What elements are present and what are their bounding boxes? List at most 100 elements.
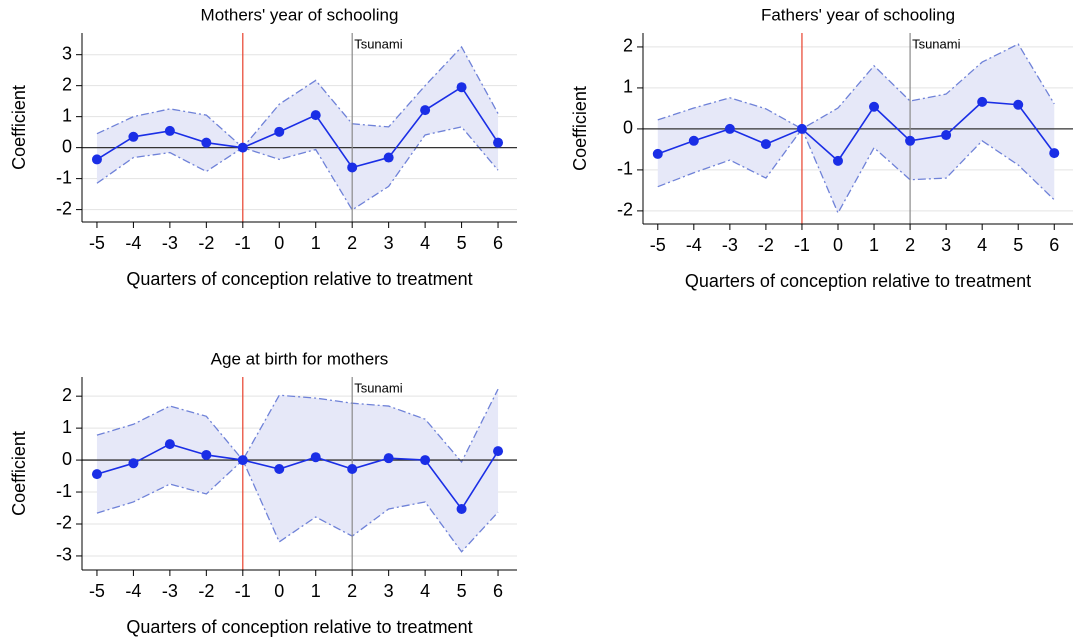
y-tick-label: -2 xyxy=(56,198,72,218)
x-tick-label: 4 xyxy=(420,233,430,253)
x-tick-label: -3 xyxy=(722,235,738,255)
point xyxy=(274,126,285,137)
point xyxy=(1049,148,1060,159)
x-tick-label: 5 xyxy=(1013,235,1023,255)
coefficient-line xyxy=(96,86,499,169)
x-axis-label: Quarters of conception relative to treat… xyxy=(126,617,472,637)
x-tick-label: 5 xyxy=(457,233,467,253)
point xyxy=(760,139,771,150)
x-tick-label: 6 xyxy=(493,581,503,601)
panel: Mothers' year of schooling Quarters of co… xyxy=(9,5,517,289)
x-tick-label: -1 xyxy=(235,581,251,601)
point xyxy=(128,131,139,142)
ci-upper xyxy=(657,43,1055,130)
x-tick-label: -5 xyxy=(650,235,666,255)
x-axis-label: Quarters of conception relative to treat… xyxy=(685,271,1031,291)
y-tick-label: 1 xyxy=(623,77,633,97)
y-tick-label: -1 xyxy=(56,481,72,501)
point xyxy=(237,142,248,153)
panel-title: Mothers' year of schooling xyxy=(201,5,399,24)
point xyxy=(201,449,212,460)
point xyxy=(724,123,735,134)
y-tick-label: 2 xyxy=(62,385,72,405)
point xyxy=(652,148,663,159)
ci-upper xyxy=(96,388,499,464)
y-axis-label: Coefficient xyxy=(9,431,29,516)
coefficient-line xyxy=(657,101,1055,163)
y-axis-label: Coefficient xyxy=(570,86,590,171)
y-tick-label: -1 xyxy=(56,167,72,187)
ci-lower xyxy=(96,126,499,211)
x-tick-label: -2 xyxy=(758,235,774,255)
x-tick-label: 3 xyxy=(384,233,394,253)
annotation: Tsunami xyxy=(912,36,961,51)
panel: Fathers' year of schooling Quarters of co… xyxy=(570,5,1073,291)
point xyxy=(164,439,175,450)
point xyxy=(420,455,431,466)
point xyxy=(383,453,394,464)
panel-title: Age at birth for mothers xyxy=(211,349,389,368)
y-tick-label: 0 xyxy=(62,449,72,469)
x-tick-label: -2 xyxy=(198,233,214,253)
x-tick-label: 3 xyxy=(941,235,951,255)
x-tick-label: -4 xyxy=(686,235,702,255)
x-tick-label: 1 xyxy=(869,235,879,255)
x-axis-label: Quarters of conception relative to treat… xyxy=(126,269,472,289)
x-tick-label: -3 xyxy=(162,233,178,253)
point xyxy=(456,82,467,93)
x-tick-label: -3 xyxy=(162,581,178,601)
point xyxy=(832,155,843,166)
point xyxy=(383,152,394,163)
confidence-band xyxy=(96,46,499,210)
point xyxy=(91,154,102,165)
point xyxy=(941,130,952,141)
point xyxy=(493,446,504,457)
x-tick-label: -5 xyxy=(89,233,105,253)
point xyxy=(201,137,212,148)
x-tick-label: -4 xyxy=(125,233,141,253)
y-tick-label: 0 xyxy=(62,136,72,156)
coefficient-line xyxy=(96,443,499,511)
x-tick-label: 1 xyxy=(311,233,321,253)
y-tick-label: 2 xyxy=(62,74,72,94)
point xyxy=(420,105,431,116)
x-tick-label: 2 xyxy=(905,235,915,255)
x-tick-label: 0 xyxy=(833,235,843,255)
x-tick-label: -2 xyxy=(198,581,214,601)
point xyxy=(237,455,248,466)
ci-lower xyxy=(657,127,1055,215)
x-tick-label: 6 xyxy=(1049,235,1059,255)
point xyxy=(796,123,807,134)
y-tick-label: 1 xyxy=(62,105,72,125)
x-tick-label: 6 xyxy=(493,233,503,253)
x-tick-label: 0 xyxy=(274,581,284,601)
point xyxy=(310,110,321,121)
y-tick-label: -2 xyxy=(617,200,633,220)
annotation: Tsunami xyxy=(354,380,403,395)
x-tick-label: -1 xyxy=(235,233,251,253)
y-tick-label: -1 xyxy=(617,159,633,179)
x-tick-label: -1 xyxy=(794,235,810,255)
point xyxy=(347,464,358,475)
x-tick-label: 4 xyxy=(977,235,987,255)
ci-lower xyxy=(96,458,499,553)
x-tick-label: -5 xyxy=(89,581,105,601)
point xyxy=(493,137,504,148)
point xyxy=(456,503,467,514)
point xyxy=(164,125,175,136)
y-tick-label: 2 xyxy=(623,36,633,56)
y-tick-label: 0 xyxy=(623,118,633,138)
x-tick-label: 4 xyxy=(420,581,430,601)
y-tick-label: -3 xyxy=(56,545,72,565)
point xyxy=(310,452,321,463)
point xyxy=(128,458,139,469)
point xyxy=(274,464,285,475)
x-tick-label: 2 xyxy=(347,233,357,253)
point xyxy=(347,162,358,173)
x-tick-label: 5 xyxy=(457,581,467,601)
y-tick-label: -2 xyxy=(56,513,72,533)
point xyxy=(905,135,916,146)
point xyxy=(869,101,880,112)
point xyxy=(1013,99,1024,110)
confidence-band xyxy=(96,389,499,552)
